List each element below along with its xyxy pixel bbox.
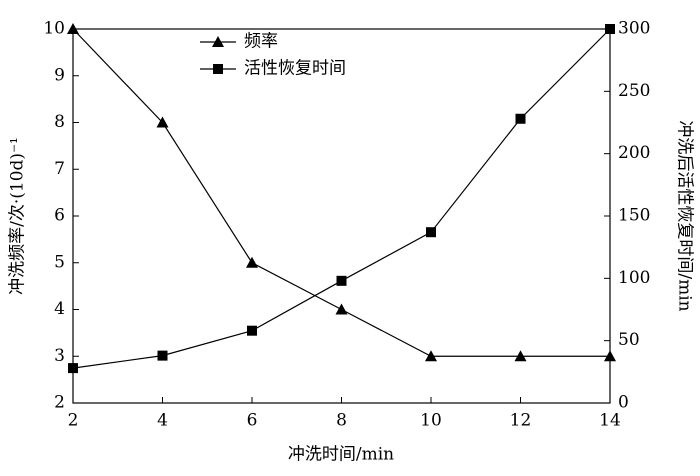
x-tick-label: 2 (68, 411, 79, 431)
y-tick-label: 3 (54, 346, 65, 366)
y-tick-label: 2 (54, 393, 65, 413)
marker (515, 113, 526, 124)
marker (335, 303, 348, 315)
x-tick-label: 4 (157, 411, 168, 431)
marker (67, 23, 79, 34)
y2-tick-label: 150 (618, 206, 650, 226)
marker (247, 325, 257, 336)
y-tick-label: 8 (54, 112, 65, 132)
marker (68, 363, 78, 374)
y2-tick-label: 300 (618, 19, 650, 39)
y2-tick-label: 200 (618, 143, 650, 163)
y2-tick-label: 250 (618, 81, 650, 101)
y2-tick-label: 0 (618, 393, 629, 413)
x-tick-label: 14 (599, 411, 621, 431)
y-tick-label: 4 (54, 299, 65, 319)
marker (157, 350, 168, 361)
marker (246, 256, 258, 268)
y2-tick-label: 100 (618, 268, 650, 288)
marker (604, 350, 616, 362)
y-axis-label: 冲洗频率/次·(10d)⁻¹ (8, 137, 28, 295)
marker (156, 116, 169, 128)
marker (336, 275, 347, 286)
marker (425, 350, 437, 362)
legend-label: 活性恢复时间 (244, 59, 346, 79)
plot-frame (72, 28, 611, 404)
y-tick-label: 6 (54, 206, 65, 226)
y-tick-label: 7 (54, 159, 65, 179)
x-tick-label: 12 (510, 411, 532, 431)
legend-label: 频率 (244, 32, 278, 52)
marker (213, 64, 223, 74)
x-tick-label: 6 (247, 411, 258, 431)
marker (514, 350, 527, 362)
x-tick-label: 10 (420, 411, 442, 431)
x-tick-label: 8 (336, 411, 347, 431)
y-tick-label: 9 (54, 65, 65, 85)
series-line (72, 28, 611, 369)
marker (426, 227, 436, 238)
y2-tick-label: 50 (618, 330, 640, 350)
y2-axis-label: 冲洗后活性恢复时间/min (675, 120, 695, 311)
marker (212, 36, 224, 47)
x-axis-label: 冲洗时间/min (288, 445, 394, 465)
marker (605, 24, 615, 34)
y-tick-label: 5 (54, 252, 65, 272)
y-tick-label: 10 (43, 19, 65, 39)
